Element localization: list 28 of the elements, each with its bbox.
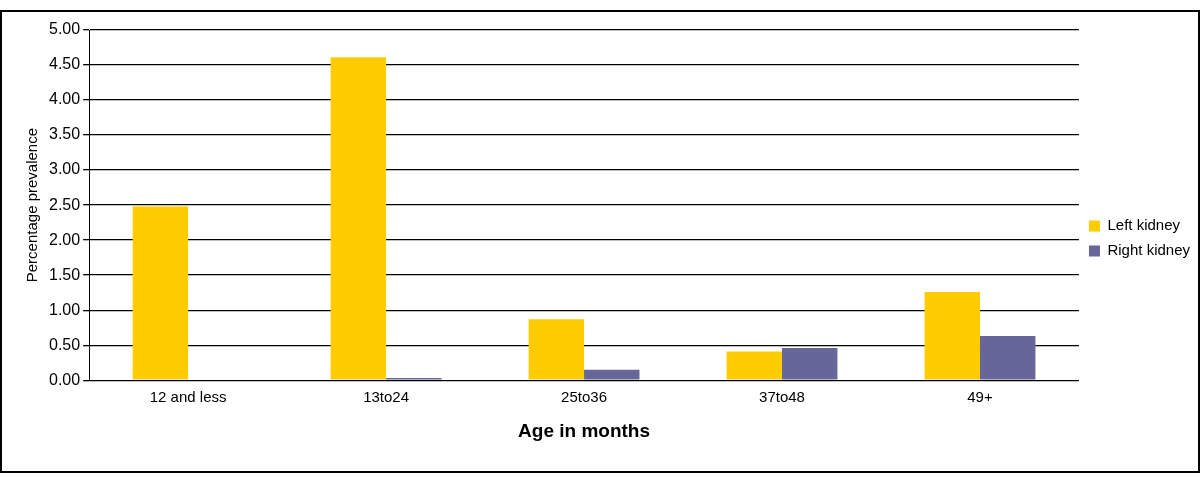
bar — [782, 347, 838, 380]
y-tick-label: 1.00 — [49, 300, 81, 318]
y-tick-label: 5.00 — [49, 20, 81, 38]
x-tick-label: 25to36 — [561, 388, 607, 406]
bar — [726, 351, 783, 380]
y-tick-label: 0.50 — [49, 335, 81, 353]
y-tick-label: 2.00 — [49, 230, 81, 248]
bar — [979, 336, 1036, 380]
bar — [330, 57, 387, 380]
legend-label: Left kidney — [1107, 216, 1181, 234]
bar — [584, 369, 640, 380]
y-tick-label: 4.50 — [49, 55, 81, 73]
y-tick-label: 4.00 — [49, 90, 81, 108]
y-tick-label: 3.50 — [49, 125, 81, 143]
bar — [924, 291, 980, 380]
bar — [528, 319, 585, 380]
y-tick-label: 0.00 — [49, 370, 81, 388]
x-tick-label: 49+ — [967, 388, 993, 406]
y-tick-label: 2.50 — [49, 195, 81, 213]
y-tick-label: 1.50 — [49, 265, 81, 283]
y-axis-title: Percentage prevalence — [23, 127, 41, 283]
bar — [132, 206, 189, 380]
x-tick-label: 12 and less — [149, 388, 227, 406]
x-tick-label: 13to24 — [363, 388, 410, 406]
legend-label: Right kidney — [1107, 241, 1191, 259]
y-tick-label: 3.00 — [49, 160, 81, 178]
x-axis-title: Age in months — [518, 419, 651, 441]
x-tick-label: 37to48 — [759, 388, 805, 406]
